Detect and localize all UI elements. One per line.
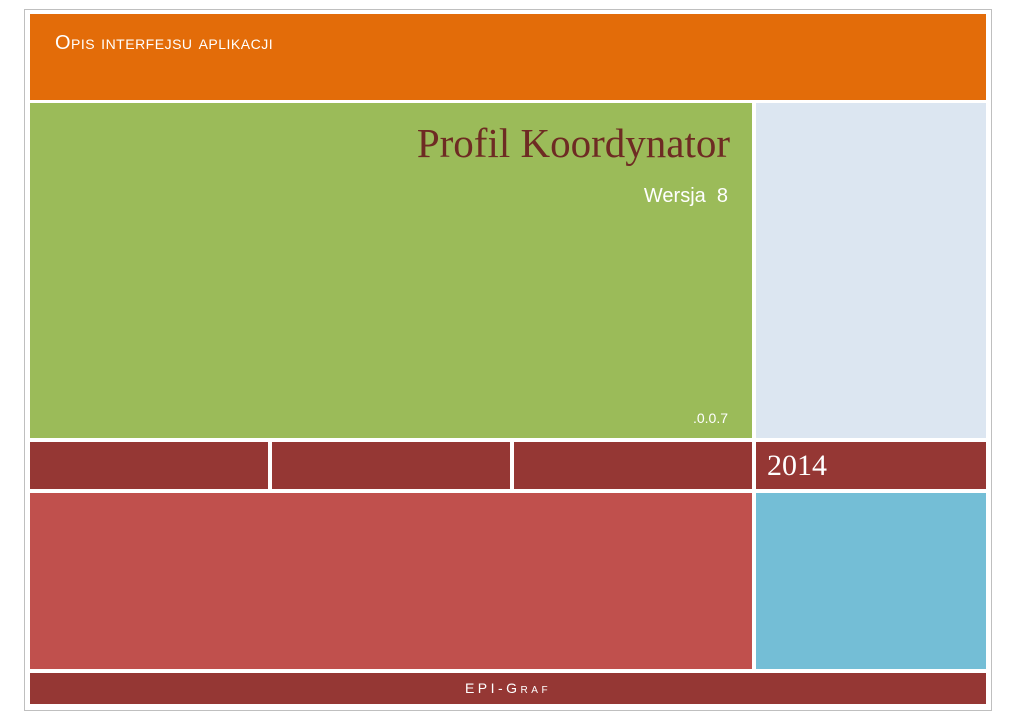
version-label: Wersja 8 [643, 185, 728, 207]
company-label: EPI-Graf [464, 680, 552, 696]
title-tile: Profil Koordynator Wersja 8 .0.0.7 [30, 103, 752, 438]
red-band-cell-1 [30, 442, 268, 489]
page-border: Opis interfejsu aplikacji Profil Koordyn… [24, 9, 992, 711]
document-header-bar: Opis interfejsu aplikacji [30, 14, 986, 100]
footer-bar: EPI-Graf [30, 673, 986, 704]
year-label: 2014 [767, 449, 827, 482]
document-title: Profil Koordynator [416, 120, 730, 166]
decorative-tile-brick [30, 493, 752, 669]
decorative-tile-sky [756, 493, 986, 669]
red-band-cell-2 [272, 442, 510, 489]
document-type-label: Opis interfejsu aplikacji [55, 32, 274, 54]
year-cell: 2014 [756, 442, 986, 489]
decorative-tile-lightblue [756, 103, 986, 438]
red-band-cell-3 [514, 442, 752, 489]
version-suffix: .0.0.7 [692, 410, 728, 426]
